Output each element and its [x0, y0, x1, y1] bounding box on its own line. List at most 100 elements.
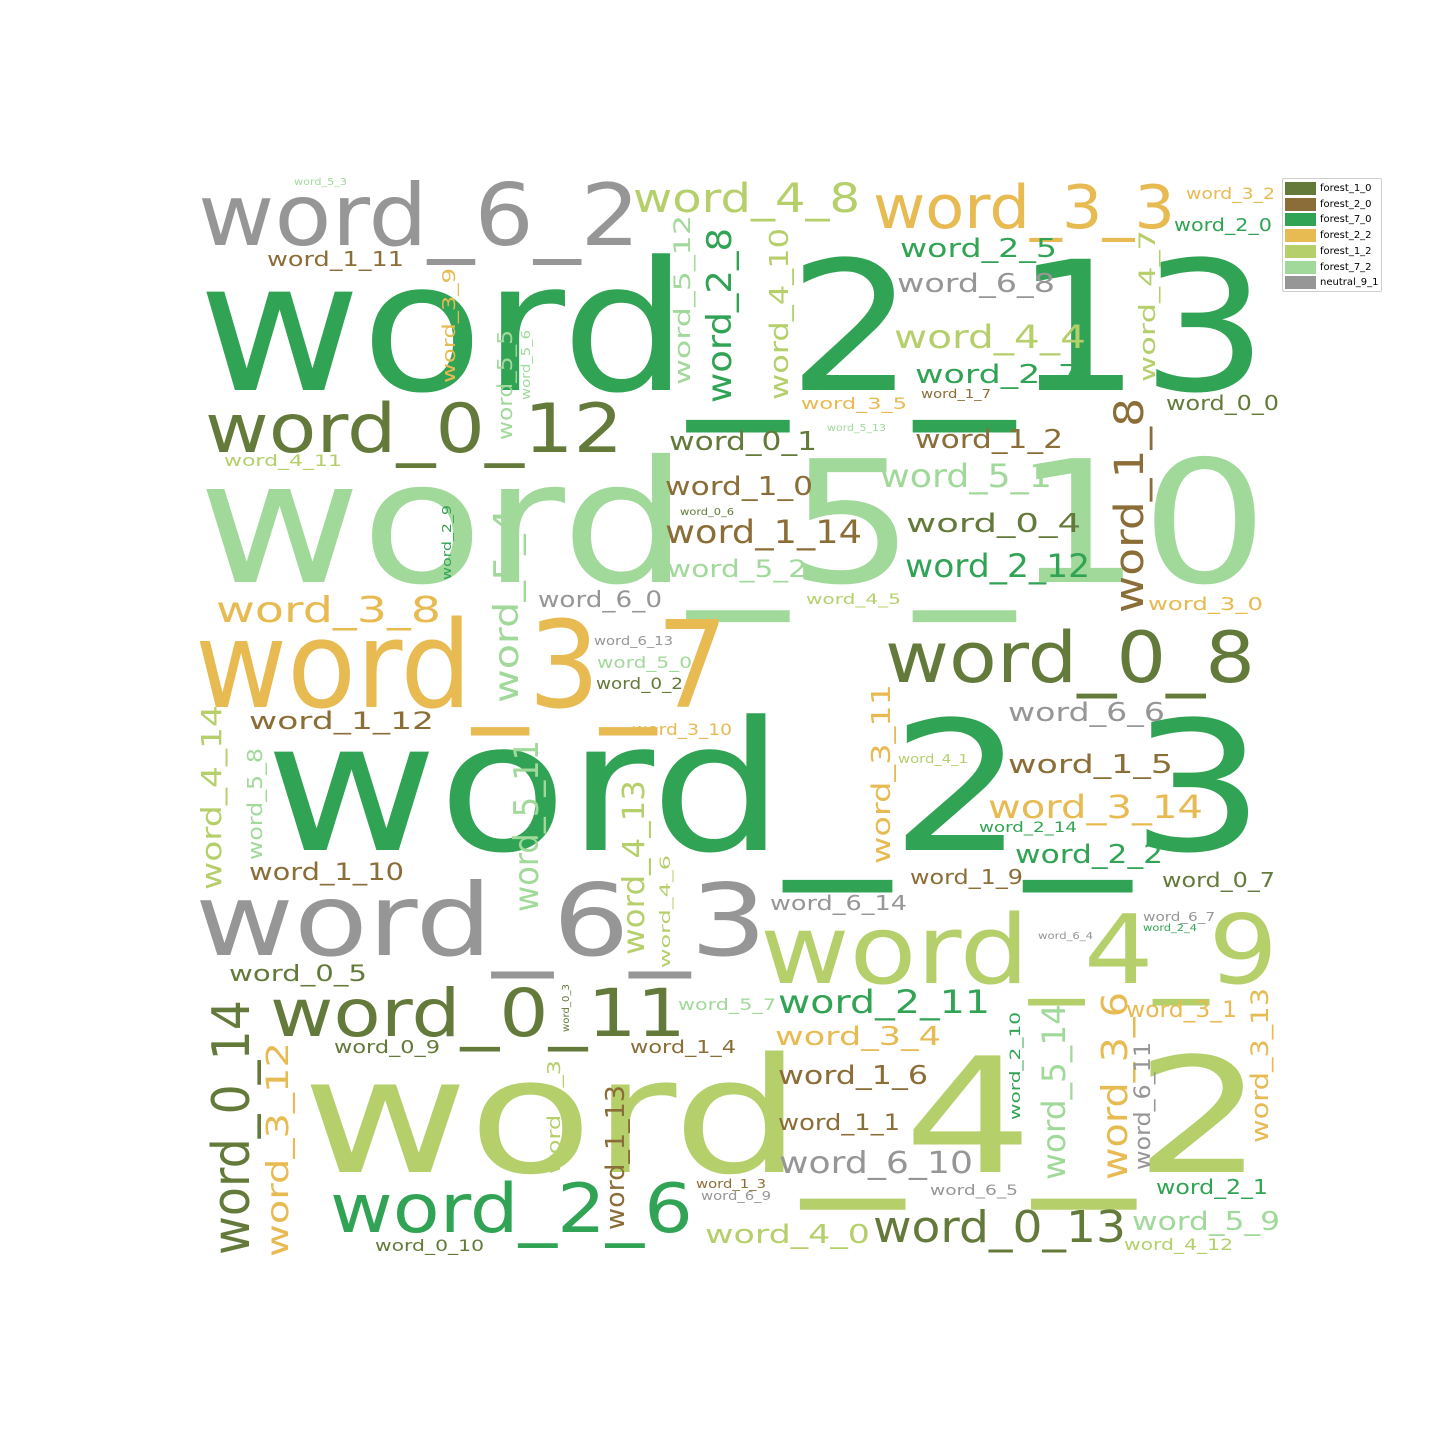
word-word-2-9: word_2_9 — [440, 505, 454, 580]
word-word-5-4: word_5_4 — [487, 508, 527, 703]
legend-label: forest_1_0 — [1320, 183, 1372, 194]
word-word-6-10: word_6_10 — [779, 1146, 973, 1181]
word-word-1-4: word_1_4 — [630, 1037, 736, 1058]
word-word-3-3: word_3_3 — [873, 173, 1175, 243]
word-word-1-9: word_1_9 — [910, 865, 1023, 889]
word-word-6-11: word_6_11 — [1131, 1042, 1156, 1170]
word-word-0-4: word_0_4 — [906, 509, 1081, 539]
word-word-5-1: word_5_1 — [880, 457, 1052, 495]
word-word-5-2: word_5_2 — [667, 555, 807, 583]
word-word-4-6: word_4_6 — [658, 855, 674, 968]
word-word-2-7: word_2_7 — [915, 360, 1080, 390]
word-word-4-13: word_4_13 — [617, 780, 652, 955]
word-word-5-14: word_5_14 — [1035, 1004, 1073, 1180]
word-word-3-0: word_3_0 — [1148, 594, 1263, 615]
word-word-0-7: word_0_7 — [1162, 868, 1275, 892]
word-word-1-14: word_1_14 — [665, 513, 862, 551]
word-word-1-0: word_1_0 — [665, 472, 813, 502]
word-word-3-1: word_3_1 — [1126, 998, 1237, 1023]
word-word-4-1: word_4_1 — [898, 752, 968, 766]
word-word-4-3: word_4_3 — [544, 1060, 565, 1174]
word-word-6-8: word_6_8 — [897, 269, 1055, 299]
word-word-0-6: word_0_6 — [680, 507, 734, 518]
legend: forest_1_0 forest_2_0 forest_7_0 forest_2_2… — [1282, 178, 1382, 292]
word-word-1-5: word_1_5 — [1008, 750, 1173, 780]
word-word-4-14: word_4_14 — [195, 705, 228, 890]
word-word-0-13: word_0_13 — [873, 1202, 1126, 1253]
word-word-3-10: word_3_10 — [632, 720, 732, 740]
legend-label: forest_1_2 — [1320, 245, 1372, 257]
word-word-4-12: word_4_12 — [1124, 1235, 1233, 1255]
word-word-5-9: word_5_9 — [1132, 1207, 1280, 1237]
word-word-1-2: word_1_2 — [915, 425, 1063, 455]
word-word-6-9: word_6_9 — [701, 1189, 771, 1203]
word-word-3-2: word_3_2 — [1186, 184, 1275, 204]
word-word-5-8: word_5_8 — [243, 748, 267, 860]
word-word-4-4: word_4_4 — [894, 318, 1086, 356]
word-word-5-3: word_5_3 — [294, 177, 347, 188]
word-word-2-12: word_2_12 — [905, 547, 1090, 585]
legend-swatch — [1285, 276, 1316, 290]
word-word-2-3: word_2_3 — [265, 684, 1265, 893]
word-word-1-12: word_1_12 — [249, 707, 434, 735]
word-word-1-1: word_1_1 — [778, 1111, 900, 1136]
legend-swatch — [1285, 182, 1316, 195]
word-word-2-8: word_2_8 — [700, 228, 740, 403]
word-word-0-5: word_0_5 — [229, 962, 367, 987]
word-word-6-4: word_6_4 — [1038, 931, 1093, 942]
legend-label: forest_2_0 — [1320, 198, 1372, 210]
word-word-3-8: word_3_8 — [216, 590, 441, 631]
word-word-5-0: word_5_0 — [597, 653, 692, 673]
legend-swatch — [1285, 197, 1316, 211]
word-word-2-1: word_2_1 — [1156, 1175, 1268, 1199]
word-word-4-8: word_4_8 — [633, 176, 860, 222]
word-word-3-13: word_3_13 — [1246, 988, 1274, 1143]
word-word-2-0: word_2_0 — [1174, 215, 1272, 236]
word-word-5-5: word_5_5 — [493, 330, 517, 440]
word-word-2-14: word_2_14 — [979, 820, 1077, 836]
word-word-6-14: word_6_14 — [770, 891, 907, 915]
word-word-0-12: word_0_12 — [205, 390, 623, 469]
word-word-3-7: word_3_7 — [195, 597, 728, 736]
word-word-1-6: word_1_6 — [778, 1061, 928, 1091]
word-word-0-0: word_0_0 — [1166, 391, 1279, 415]
word-word-1-10: word_1_10 — [249, 858, 404, 886]
legend-label: forest_2_2 — [1320, 230, 1372, 242]
word-word-3-6: word_3_6 — [1095, 992, 1136, 1180]
legend-swatch — [1285, 260, 1316, 274]
word-word-6-7: word_6_7 — [1143, 910, 1215, 924]
word-word-4-5: word_4_5 — [806, 592, 901, 608]
word-word-6-6: word_6_6 — [1008, 698, 1165, 728]
word-word-3-12: word_3_12 — [261, 1042, 296, 1257]
word-word-5-7: word_5_7 — [678, 995, 776, 1015]
word-word-4-7: word_4_7 — [1136, 230, 1161, 382]
word-word-6-5: word_6_5 — [930, 1183, 1018, 1199]
word-word-0-10: word_0_10 — [375, 1236, 484, 1256]
legend-label: neutral_9_1 — [1320, 277, 1379, 289]
word-word-4-9: word_4_9 — [760, 896, 1278, 1006]
word-word-0-11: word_0_11 — [270, 975, 686, 1052]
word-word-3-9: word_3_9 — [439, 268, 460, 383]
word-word-1-8: word_1_8 — [1107, 398, 1153, 613]
word-word-2-6: word_2_6 — [330, 1170, 693, 1249]
word-word-2-5: word_2_5 — [900, 234, 1057, 264]
word-word-1-7: word_1_7 — [921, 387, 991, 401]
word-word-2-2: word_2_2 — [1015, 840, 1163, 870]
word-word-4-11: word_4_11 — [224, 451, 342, 471]
legend-swatch — [1285, 229, 1316, 243]
word-word-4-2: word_4_2 — [302, 1023, 1264, 1210]
word-word-3-14: word_3_14 — [988, 788, 1203, 826]
legend-label: forest_7_2 — [1320, 261, 1372, 273]
word-word-6-13: word_6_13 — [594, 634, 673, 648]
word-word-5-13: word_5_13 — [827, 423, 886, 434]
word-word-1-13: word_1_13 — [601, 1085, 631, 1230]
word-word-1-3: word_1_3 — [696, 1177, 766, 1191]
word-word-0-9: word_0_9 — [334, 1037, 440, 1058]
word-word-5-11: word_5_11 — [507, 740, 547, 912]
word-word-2-13: word_2_13 — [198, 224, 1268, 433]
legend-swatch — [1285, 244, 1316, 258]
word-word-0-1: word_0_1 — [669, 427, 817, 457]
word-word-3-4: word_3_4 — [775, 1022, 941, 1052]
legend-label: forest_7_0 — [1320, 214, 1372, 226]
